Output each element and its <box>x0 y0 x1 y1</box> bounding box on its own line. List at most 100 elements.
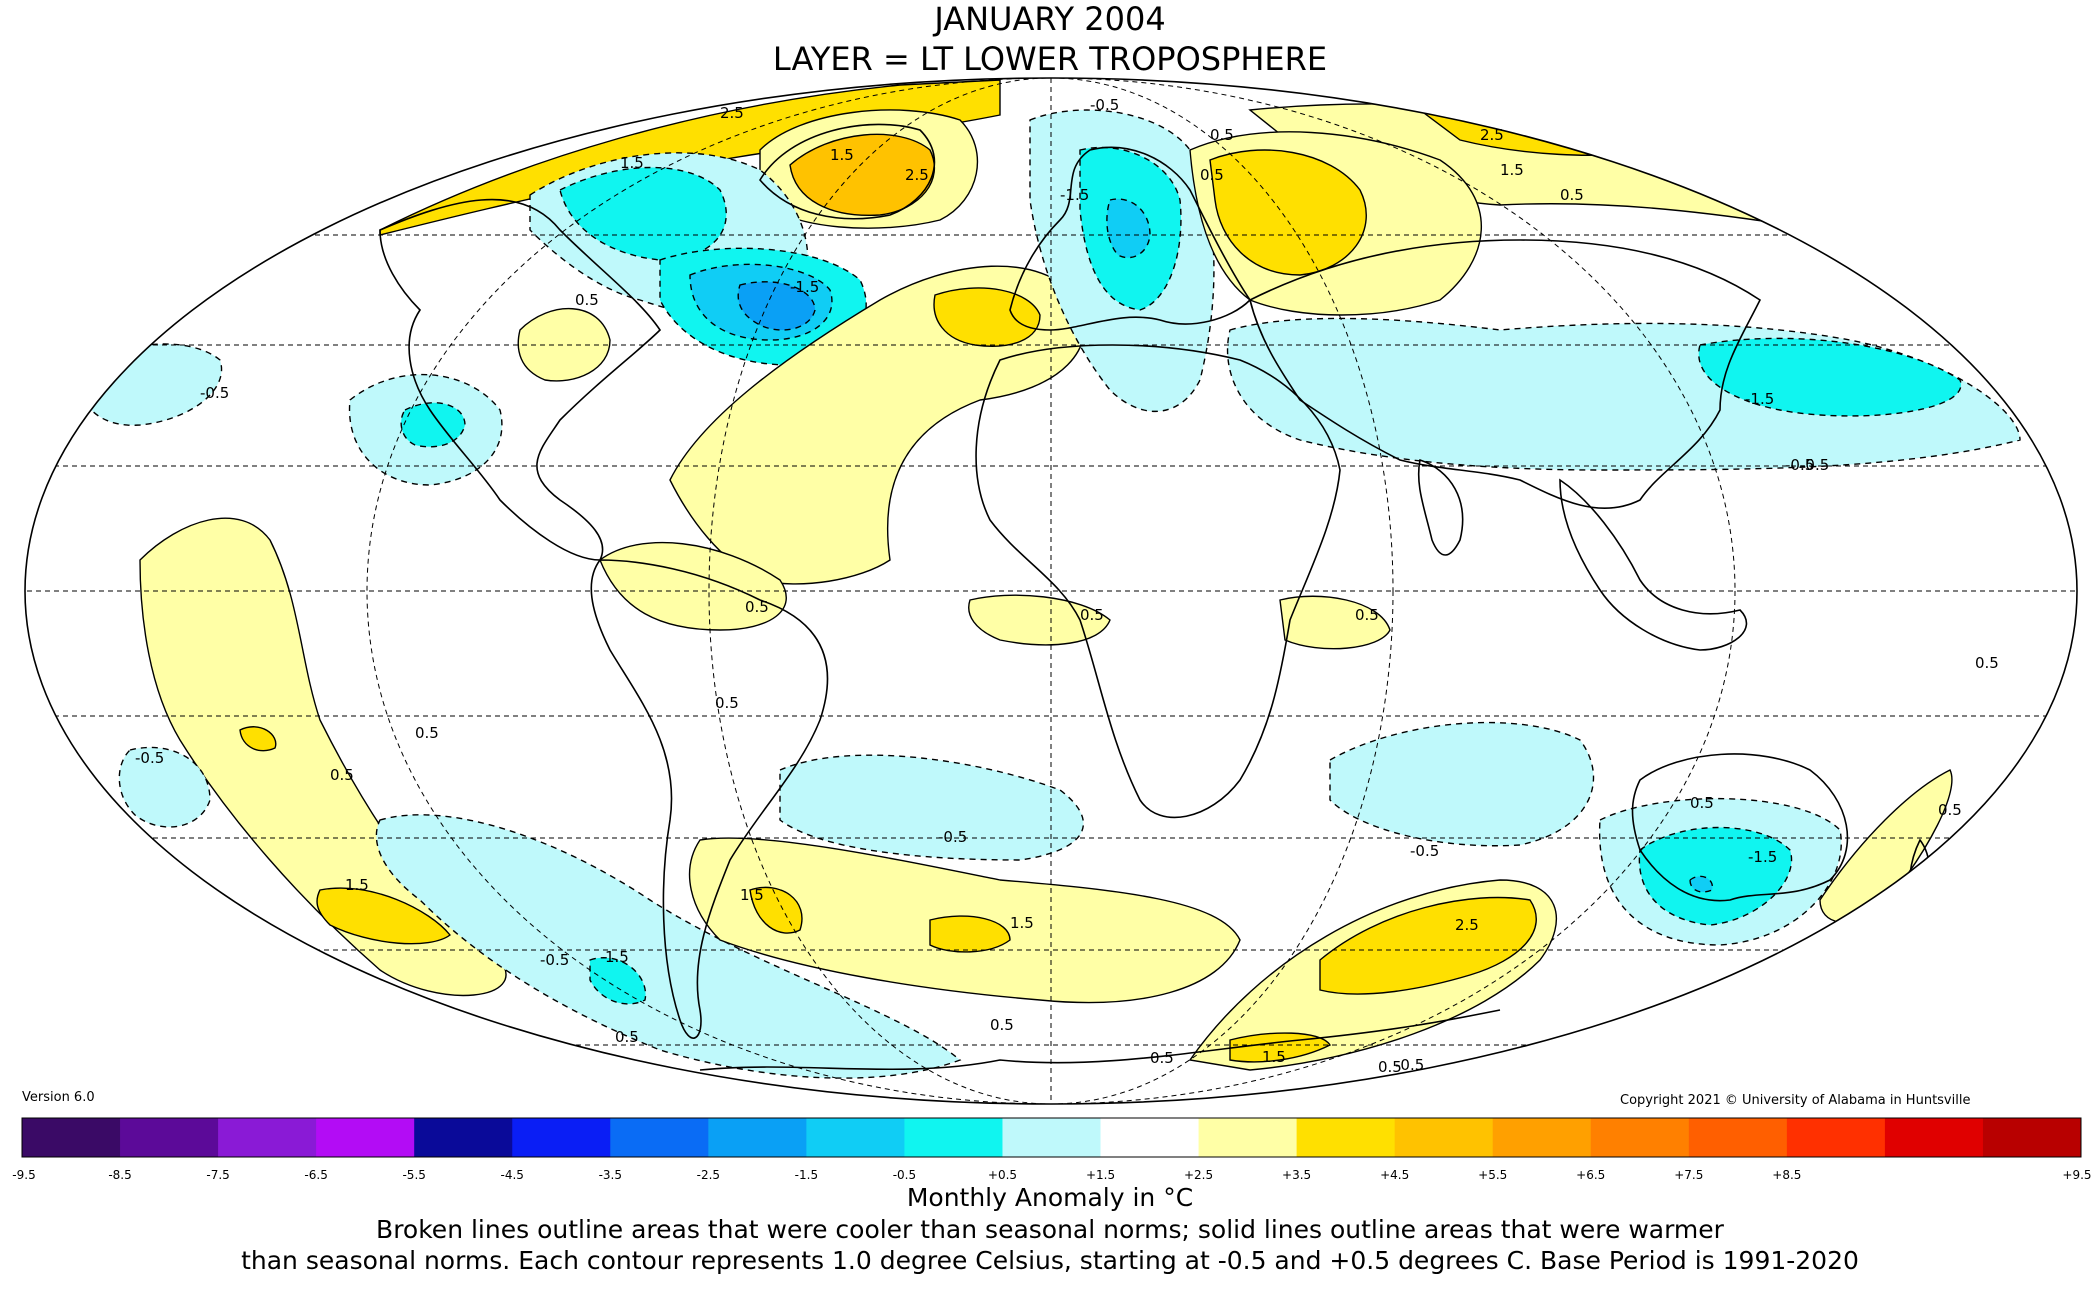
contour-label: -0.5 <box>135 749 164 767</box>
colorbar-tick-label: -1.5 <box>794 1168 819 1182</box>
coastline-india <box>1417 458 1464 556</box>
colorbar-tick-label: -7.5 <box>206 1168 230 1182</box>
colorbar-swatch <box>1884 1118 1984 1157</box>
anomaly-region-europe-core2 <box>1106 198 1151 259</box>
contour-label: 0.5 <box>1690 794 1714 812</box>
map-title: JANUARY 2004 <box>934 0 1166 38</box>
coastlines <box>379 123 1930 1071</box>
colorbar-border <box>21 1117 2082 1158</box>
contour-label: 1.5 <box>1500 161 1524 179</box>
contour-label: -1.5 <box>1745 390 1774 408</box>
anomaly-region-south-atlantic-cold <box>779 754 1085 861</box>
coastline-north-america <box>379 198 662 561</box>
colorbar-tick-label: -2.5 <box>696 1168 721 1182</box>
anomaly-region-mexico-core <box>400 402 466 448</box>
colorbar-tick-label: -4.5 <box>500 1168 524 1182</box>
anomaly-region-atlantic-core2 <box>737 281 816 331</box>
contour-label: -0.5 <box>1395 1056 1424 1074</box>
colorbar-swatch <box>414 1118 513 1157</box>
colorbar-tick-label: -0.5 <box>892 1168 917 1182</box>
colorbar <box>21 1117 2082 1158</box>
contour-label: 2.5 <box>720 104 744 122</box>
colorbar-tick-label: +6.5 <box>1576 1168 1606 1182</box>
coastline-australia <box>1631 753 1849 902</box>
map-subtitle: LAYER = LT LOWER TROPOSPHERE <box>772 40 1328 78</box>
colorbar-swatch <box>1002 1118 1102 1157</box>
anomaly-region-africa-warm <box>968 594 1111 646</box>
colorbar-swatch <box>316 1118 415 1157</box>
colorbar-tick-label: -5.5 <box>402 1168 426 1182</box>
contour-label: -1.5 <box>790 278 819 296</box>
contour-label: -0.5 <box>1410 842 1439 860</box>
contour-label: 0.5 <box>1080 606 1104 624</box>
colorbar-tick-label: -3.5 <box>598 1168 622 1182</box>
anomaly-region-australia-core2 <box>1689 875 1714 893</box>
contour-label: 1.5 <box>1010 914 1034 932</box>
contour-label: 0.5 <box>575 291 599 309</box>
contour-label: -0.5 <box>1785 456 1814 474</box>
anomaly-region-pacific-patch <box>239 726 277 752</box>
contour-label: -0.5 <box>540 951 569 969</box>
contour-label: 1.5 <box>1262 1048 1286 1066</box>
contour-label: 1.5 <box>605 948 629 966</box>
colorbar-swatch <box>120 1118 219 1157</box>
colorbar-tick-label: +8.5 <box>1772 1168 1802 1182</box>
contour-label: -0.5 <box>1090 96 1119 114</box>
contour-label: 2.5 <box>905 166 929 184</box>
contour-label: 0.5 <box>1938 801 1962 819</box>
colorbar-swatch <box>1492 1118 1592 1157</box>
coastline-south-america <box>590 559 829 1039</box>
colorbar-swatch <box>1198 1118 1298 1157</box>
contour-label: -1.5 <box>1748 848 1777 866</box>
colorbar-tick-label: +0.5 <box>987 1168 1018 1182</box>
colorbar-tick-label: +2.5 <box>1183 1168 1214 1182</box>
contour-label: 0.5 <box>745 598 769 616</box>
colorbar-swatch <box>708 1118 807 1157</box>
colorbar-tick-label: +9.5 <box>2062 1168 2092 1182</box>
anomaly-region-indian-warm <box>1279 595 1391 650</box>
contour-label: 0.5 <box>1200 166 1224 184</box>
contour-label: 1.5 <box>620 154 644 172</box>
contour-label: 0.5 <box>1150 1049 1174 1067</box>
anomaly-region-south-pacific-cold <box>375 814 962 1079</box>
colorbar-swatch <box>1590 1118 1690 1157</box>
contour-label: -0.5 <box>200 384 229 402</box>
anomaly-region-pacific-core <box>316 887 451 945</box>
colorbar-swatch <box>1394 1118 1494 1157</box>
colorbar-tick-label: +4.5 <box>1380 1168 1410 1182</box>
contour-label: 2.5 <box>1455 916 1479 934</box>
colorbar-swatch <box>1296 1118 1396 1157</box>
anomaly-region-samerica-core2 <box>749 886 803 934</box>
contour-label: 0.5 <box>415 724 439 742</box>
contour-label: 0.5 <box>1560 186 1584 204</box>
anomaly-region-southern-core <box>1319 896 1537 995</box>
contour-label: 0.5 <box>715 694 739 712</box>
contour-label: 1.5 <box>740 886 764 904</box>
anomaly-region-greenland-core <box>789 133 936 217</box>
contour-label: -1.5 <box>1060 186 1089 204</box>
colorbar-tick-label: +3.5 <box>1282 1168 1312 1182</box>
anomaly-region-namerica-cold2 <box>559 166 727 261</box>
contour-labels: 2.5 1.5 0.5 -0.5 -1.5 1.5 2.5 -1.5 0.5 2… <box>135 96 1999 1076</box>
coastline-antarctica <box>699 1009 1501 1071</box>
coastline-europe <box>1009 146 1252 331</box>
contour-label: 1.5 <box>830 146 854 164</box>
colorbar-swatch <box>512 1118 611 1157</box>
caption-line-1: Broken lines outline areas that were coo… <box>376 1215 1724 1244</box>
anomaly-region-asia-core <box>1698 337 1962 417</box>
caption-line-2: than seasonal norms. Each contour repres… <box>241 1246 1859 1275</box>
copyright-label: Copyright 2021 © University of Alabama i… <box>1620 1093 1971 1108</box>
colorbar-tick-label: +5.5 <box>1478 1168 1508 1182</box>
contour-label: 0.5 <box>1378 1058 1402 1076</box>
anomaly-region-us-warm <box>517 308 611 382</box>
anomaly-region-iberia-warm <box>933 287 1041 347</box>
coastline-southeast-asia <box>1559 478 1748 651</box>
coastline-greenland <box>759 123 936 220</box>
contour-label: 0.5 <box>990 1016 1014 1034</box>
version-label: Version 6.0 <box>22 1090 95 1105</box>
coastline-africa <box>975 344 1341 819</box>
colorbar-swatch <box>806 1118 905 1157</box>
anomaly-region-sepac-cold <box>118 746 211 828</box>
colorbar-tick-label: -9.5 <box>12 1168 36 1182</box>
colorbar-swatch <box>1688 1118 1788 1157</box>
